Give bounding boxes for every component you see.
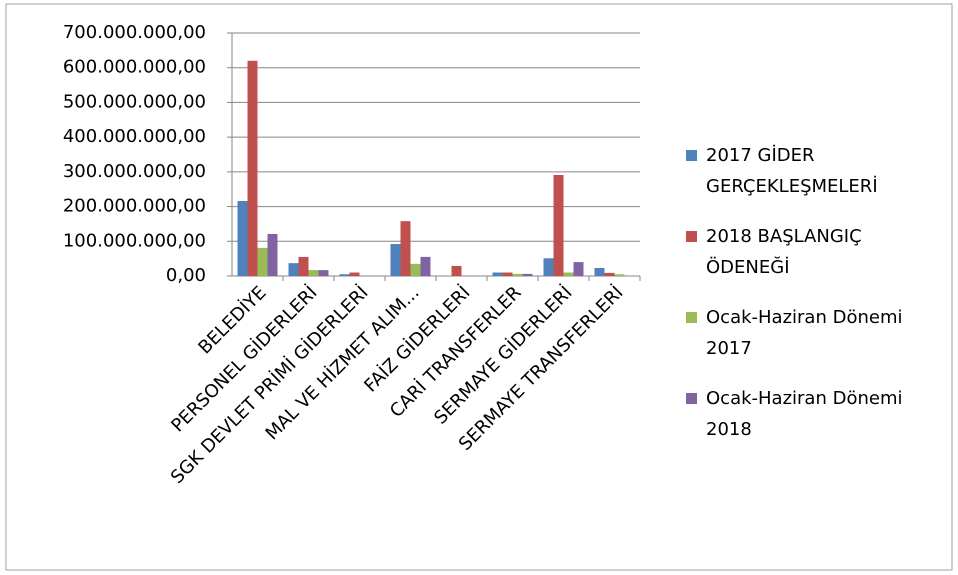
legend-item: Ocak-Haziran Dönemi 2017: [686, 302, 948, 364]
y-tick-label: 300.000.000,00: [63, 161, 206, 182]
bar: [553, 174, 564, 276]
y-tick-label: 0,00: [166, 265, 206, 286]
bar: [339, 274, 350, 276]
bar: [502, 272, 513, 276]
legend-swatch: [686, 312, 697, 323]
legend-item: Ocak-Haziran Dönemi 2018: [686, 383, 948, 445]
bar: [257, 247, 268, 276]
bar: [237, 201, 248, 276]
bar: [451, 265, 462, 276]
bar: [390, 244, 401, 276]
bar: [298, 256, 309, 276]
bar: [522, 273, 533, 276]
frame: [5, 3, 953, 571]
bar: [420, 256, 431, 276]
bar: [318, 270, 329, 276]
bar: [563, 272, 574, 276]
bar: [349, 272, 360, 276]
legend-label: 2018 BAŞLANGIÇ ÖDENEĞİ: [706, 226, 862, 278]
legend-swatch: [686, 150, 697, 161]
y-tick-label: 200.000.000,00: [63, 196, 206, 217]
bar: [573, 262, 584, 276]
bar: [410, 263, 421, 276]
bar: [267, 233, 278, 276]
legend: 2017 GİDER GERÇEKLEŞMELERİ 2018 BAŞLANGIÇ…: [686, 140, 948, 464]
bar: [400, 221, 411, 276]
bar: [614, 274, 625, 276]
legend-label: 2017 GİDER GERÇEKLEŞMELERİ: [706, 145, 878, 197]
bar: [512, 273, 523, 276]
bar: [247, 60, 258, 277]
bar: [594, 268, 605, 276]
legend-swatch: [686, 393, 697, 404]
x-tick-label: SGK DEVLET PRİMİ GİDERLERİ: [167, 282, 373, 488]
y-tick-label: 100.000.000,00: [63, 230, 206, 251]
legend-item: 2018 BAŞLANGIÇ ÖDENEĞİ: [686, 221, 948, 283]
legend-swatch: [686, 231, 697, 242]
legend-label: Ocak-Haziran Dönemi 2017: [706, 307, 903, 359]
legend-item: 2017 GİDER GERÇEKLEŞMELERİ: [686, 140, 948, 202]
y-tick-label: 500.000.000,00: [63, 91, 206, 112]
bar: [492, 272, 503, 276]
y-tick-label: 600.000.000,00: [63, 57, 206, 78]
bar: [604, 272, 615, 276]
bar: [543, 258, 554, 276]
bar: [288, 263, 299, 276]
legend-label: Ocak-Haziran Dönemi 2018: [706, 388, 903, 440]
y-tick-label: 700.000.000,00: [63, 22, 206, 43]
bar: [308, 270, 319, 276]
y-tick-label: 400.000.000,00: [63, 126, 206, 147]
